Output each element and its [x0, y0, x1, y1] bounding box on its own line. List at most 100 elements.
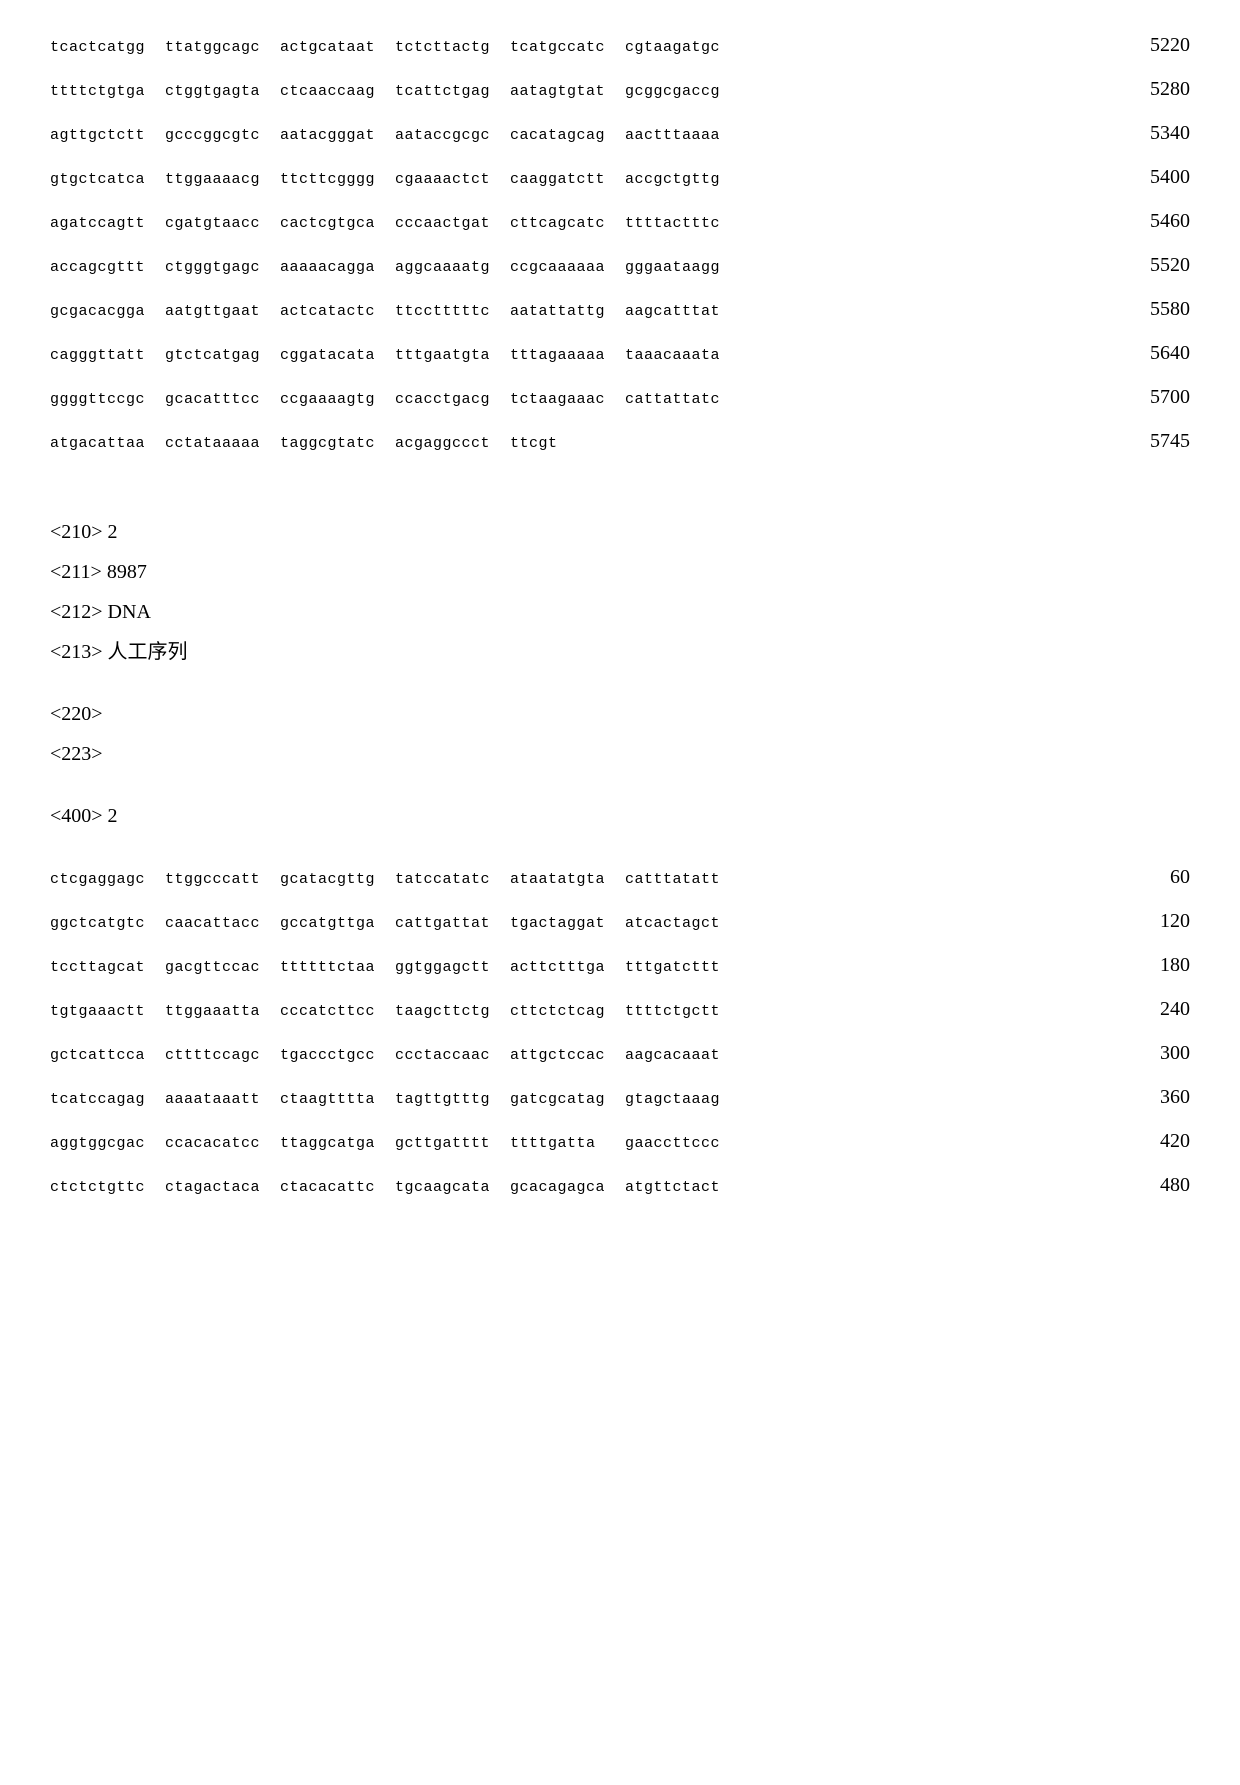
sequence-block: attgctccac [510, 1045, 625, 1068]
sequence-block: ctggtgagta [165, 81, 280, 104]
sequence-block: cttcagcatc [510, 213, 625, 236]
sequence-blocks: tcactcatggttatggcagcactgcataattctcttactg… [50, 37, 740, 60]
meta-223: <223> [50, 738, 1190, 770]
sequence-position: 480 [1130, 1170, 1190, 1200]
sequence-block: ttggcccatt [165, 869, 280, 892]
sequence-block: ttttctgctt [625, 1001, 740, 1024]
sequence-line: ggctcatgtccaacattaccgccatgttgacattgattat… [50, 906, 1190, 936]
sequence-line: atgacattaacctataaaaataggcgtatcacgaggccct… [50, 426, 1190, 456]
sequence-line: accagcgtttctgggtgagcaaaaacaggaaggcaaaatg… [50, 250, 1190, 280]
sequence-block: tcattctgag [395, 81, 510, 104]
sequence-block: atgttctact [625, 1177, 740, 1200]
sequence-block: acttctttga [510, 957, 625, 980]
sequence-block: tgtgaaactt [50, 1001, 165, 1024]
sequence-block: ctacacattc [280, 1177, 395, 1200]
sequence-block: tttgatcttt [625, 957, 740, 980]
sequence-block: gcccggcgtc [165, 125, 280, 148]
sequence-position: 5700 [1130, 382, 1190, 412]
metadata-section-1: <210> 2 <211> 8987 <212> DNA <213> 人工序列 [50, 516, 1190, 668]
sequence-block: tccttagcat [50, 957, 165, 980]
sequence-position: 5340 [1130, 118, 1190, 148]
sequence-block: ttttactttc [625, 213, 740, 236]
sequence-block: aataccgcgc [395, 125, 510, 148]
sequence-block: ataatatgta [510, 869, 625, 892]
sequence-block: accgctgttg [625, 169, 740, 192]
sequence-block: cagggttatt [50, 345, 165, 368]
sequence-block: agatccagtt [50, 213, 165, 236]
sequence-block: gccatgttga [280, 913, 395, 936]
sequence-block: gtagctaaag [625, 1089, 740, 1112]
sequence-block: tagttgtttg [395, 1089, 510, 1112]
sequence-blocks: aggtggcgacccacacatccttaggcatgagcttgatttt… [50, 1133, 740, 1156]
sequence-block: ccctaccaac [395, 1045, 510, 1068]
sequence-block: tgcaagcata [395, 1177, 510, 1200]
sequence-block: gcgacacgga [50, 301, 165, 324]
sequence-block: ttttttctaa [280, 957, 395, 980]
sequence-position: 180 [1130, 950, 1190, 980]
sequence-block: ggctcatgtc [50, 913, 165, 936]
sequence-position: 420 [1130, 1126, 1190, 1156]
sequence-block: gcttgatttt [395, 1133, 510, 1156]
sequence-block-2: ctcgaggagcttggcccattgcatacgttgtatccatatc… [50, 862, 1190, 1200]
sequence-block: cttctctcag [510, 1001, 625, 1024]
sequence-block: gcggcgaccg [625, 81, 740, 104]
metadata-section-3: <400> 2 [50, 800, 1190, 832]
sequence-line: agatccagttcgatgtaacccactcgtgcacccaactgat… [50, 206, 1190, 236]
sequence-position: 5520 [1130, 250, 1190, 280]
sequence-blocks: ggggttccgcgcacatttccccgaaaagtgccacctgacg… [50, 389, 740, 412]
sequence-block: ttggaaatta [165, 1001, 280, 1024]
sequence-block: aactttaaaa [625, 125, 740, 148]
sequence-block: cgatgtaacc [165, 213, 280, 236]
sequence-block: cattattatc [625, 389, 740, 412]
sequence-block: ctcaaccaag [280, 81, 395, 104]
sequence-block: caaggatctt [510, 169, 625, 192]
sequence-position: 5460 [1130, 206, 1190, 236]
sequence-block-1: tcactcatggttatggcagcactgcataattctcttactg… [50, 30, 1190, 456]
sequence-block: taaacaaata [625, 345, 740, 368]
sequence-position: 60 [1130, 862, 1190, 892]
sequence-block: caacattacc [165, 913, 280, 936]
sequence-line: ctcgaggagcttggcccattgcatacgttgtatccatatc… [50, 862, 1190, 892]
sequence-block: ttggaaaacg [165, 169, 280, 192]
sequence-blocks: atgacattaacctataaaaataggcgtatcacgaggccct… [50, 433, 740, 456]
sequence-block: aatattattg [510, 301, 625, 324]
sequence-position: 5220 [1130, 30, 1190, 60]
sequence-block: ccacctgacg [395, 389, 510, 412]
sequence-block: tttagaaaaa [510, 345, 625, 368]
meta-213: <213> 人工序列 [50, 636, 1190, 668]
sequence-position: 5280 [1130, 74, 1190, 104]
sequence-line: ctctctgttcctagactacactacacattctgcaagcata… [50, 1170, 1190, 1200]
sequence-line: gctcattccacttttccagctgaccctgccccctaccaac… [50, 1038, 1190, 1068]
sequence-blocks: ctcgaggagcttggcccattgcatacgttgtatccatatc… [50, 869, 740, 892]
sequence-block: agttgctctt [50, 125, 165, 148]
sequence-block: taggcgtatc [280, 433, 395, 456]
sequence-block: ttttctgtga [50, 81, 165, 104]
sequence-block: cggatacata [280, 345, 395, 368]
sequence-block: gcacagagca [510, 1177, 625, 1200]
sequence-line: ggggttccgcgcacatttccccgaaaagtgccacctgacg… [50, 382, 1190, 412]
sequence-block: tcactcatgg [50, 37, 165, 60]
sequence-blocks: tgtgaaacttttggaaattacccatcttcctaagcttctg… [50, 1001, 740, 1024]
sequence-line: tcatccagagaaaataaattctaagttttatagttgtttg… [50, 1082, 1190, 1112]
sequence-block: gctcattcca [50, 1045, 165, 1068]
sequence-block: catttatatt [625, 869, 740, 892]
sequence-position: 240 [1130, 994, 1190, 1024]
sequence-block: aaaaacagga [280, 257, 395, 280]
sequence-block: cactcgtgca [280, 213, 395, 236]
sequence-block: cgtaagatgc [625, 37, 740, 60]
sequence-line: gcgacacggaaatgttgaatactcatactcttcctttttc… [50, 294, 1190, 324]
sequence-blocks: agttgctcttgcccggcgtcaatacgggataataccgcgc… [50, 125, 740, 148]
sequence-block: ttcgt [510, 433, 625, 456]
sequence-block: tttgaatgta [395, 345, 510, 368]
sequence-position: 5580 [1130, 294, 1190, 324]
sequence-block: tcatccagag [50, 1089, 165, 1112]
sequence-block: aggtggcgac [50, 1133, 165, 1156]
sequence-block: ttcttcgggg [280, 169, 395, 192]
sequence-block: cccaactgat [395, 213, 510, 236]
sequence-blocks: ggctcatgtccaacattaccgccatgttgacattgattat… [50, 913, 740, 936]
sequence-blocks: gcgacacggaaatgttgaatactcatactcttcctttttc… [50, 301, 740, 324]
sequence-block: aatacgggat [280, 125, 395, 148]
sequence-block: cacatagcag [510, 125, 625, 148]
sequence-block: actgcataat [280, 37, 395, 60]
sequence-line: agttgctcttgcccggcgtcaatacgggataataccgcgc… [50, 118, 1190, 148]
